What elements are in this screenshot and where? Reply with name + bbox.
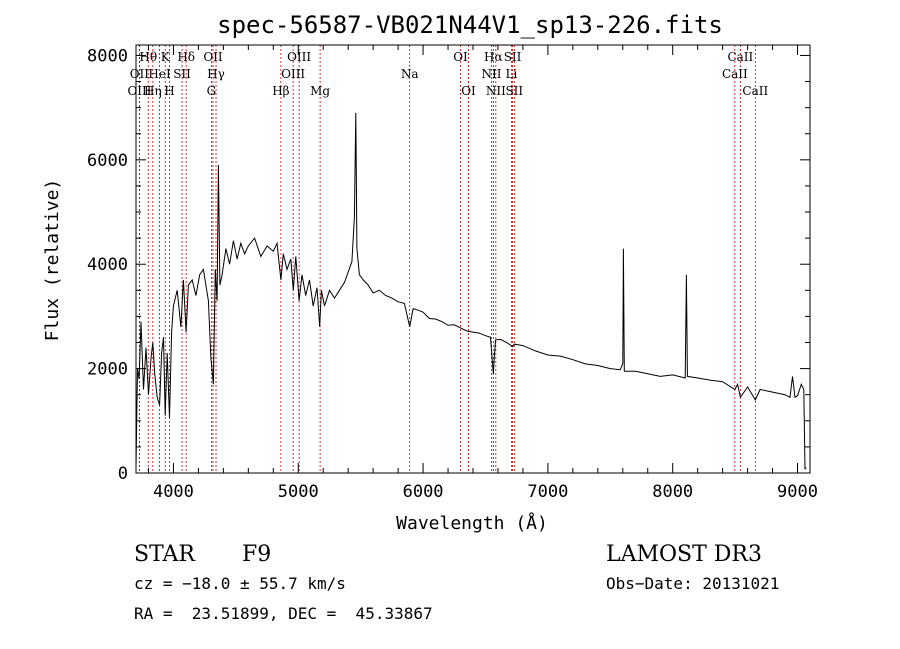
line-label: CaII bbox=[722, 67, 748, 81]
line-label: G bbox=[207, 84, 217, 98]
x-tick-label: 9000 bbox=[777, 482, 818, 502]
survey-name: LAMOST DR3 bbox=[606, 542, 762, 567]
line-label: Na bbox=[401, 67, 419, 81]
line-label: OI bbox=[461, 84, 476, 98]
line-label: SII bbox=[504, 50, 522, 64]
obs-date-text: Obs−Date: 20131021 bbox=[606, 574, 779, 593]
redshift-text: cz = −18.0 ± 55.7 km/s bbox=[134, 574, 346, 593]
line-label: NII bbox=[486, 84, 506, 98]
coordinates-text: RA = 23.51899, DEC = 45.33867 bbox=[134, 604, 433, 623]
y-axis-label: Flux (relative) bbox=[42, 179, 63, 342]
x-tick-label: 6000 bbox=[403, 482, 444, 502]
line-label: OII bbox=[203, 50, 223, 64]
line-label: Mg bbox=[310, 84, 330, 98]
line-label: H bbox=[164, 84, 174, 98]
line-label: Hδ bbox=[177, 50, 195, 64]
line-label: K bbox=[161, 50, 171, 64]
chart-title: spec-56587-VB021N44V1_sp13-226.fits bbox=[217, 11, 723, 39]
line-label: Hα bbox=[484, 50, 503, 64]
line-label: Hθ bbox=[139, 50, 157, 64]
line-label: SII bbox=[505, 84, 523, 98]
spectrum-line bbox=[135, 112, 807, 470]
line-label: SII bbox=[173, 67, 191, 81]
y-axis-ticks: 0 2000 4000 6000 8000 bbox=[87, 46, 810, 484]
emission-line-markers bbox=[138, 45, 756, 473]
line-label: OIII bbox=[287, 50, 311, 64]
line-label: OIII bbox=[127, 84, 151, 98]
x-axis-ticks: 4000 5000 6000 7000 8000 9000 bbox=[147, 45, 818, 502]
x-tick-label: 8000 bbox=[652, 482, 693, 502]
y-tick-label: 0 bbox=[118, 464, 128, 484]
line-label: CaII bbox=[742, 84, 768, 98]
line-label: CaII bbox=[727, 50, 753, 64]
line-label: Li bbox=[506, 67, 518, 81]
y-tick-label: 8000 bbox=[87, 46, 128, 66]
y-tick-label: 4000 bbox=[87, 255, 128, 275]
object-subclass: F9 bbox=[242, 542, 271, 567]
y-tick-label: 6000 bbox=[87, 151, 128, 171]
line-label: OIII bbox=[281, 67, 305, 81]
line-label: OII bbox=[130, 67, 150, 81]
x-axis-label: Wavelength (Å) bbox=[396, 512, 548, 534]
line-label: NII bbox=[481, 67, 501, 81]
line-label: HeI bbox=[148, 67, 171, 81]
x-tick-label: 5000 bbox=[278, 482, 319, 502]
line-label: OI bbox=[453, 50, 468, 64]
x-tick-label: 7000 bbox=[527, 482, 568, 502]
y-tick-label: 2000 bbox=[87, 360, 128, 380]
line-label: Hγ bbox=[207, 67, 225, 81]
line-label: Hη bbox=[144, 84, 162, 98]
object-class: STAR bbox=[134, 542, 196, 567]
line-label: Hβ bbox=[272, 84, 289, 98]
emission-line-labels: OII OIII Hθ Hη HeI K H SII Hδ G OII Hγ Hβ OIII OIII Mg N… bbox=[127, 50, 768, 98]
x-tick-label: 4000 bbox=[153, 482, 194, 502]
